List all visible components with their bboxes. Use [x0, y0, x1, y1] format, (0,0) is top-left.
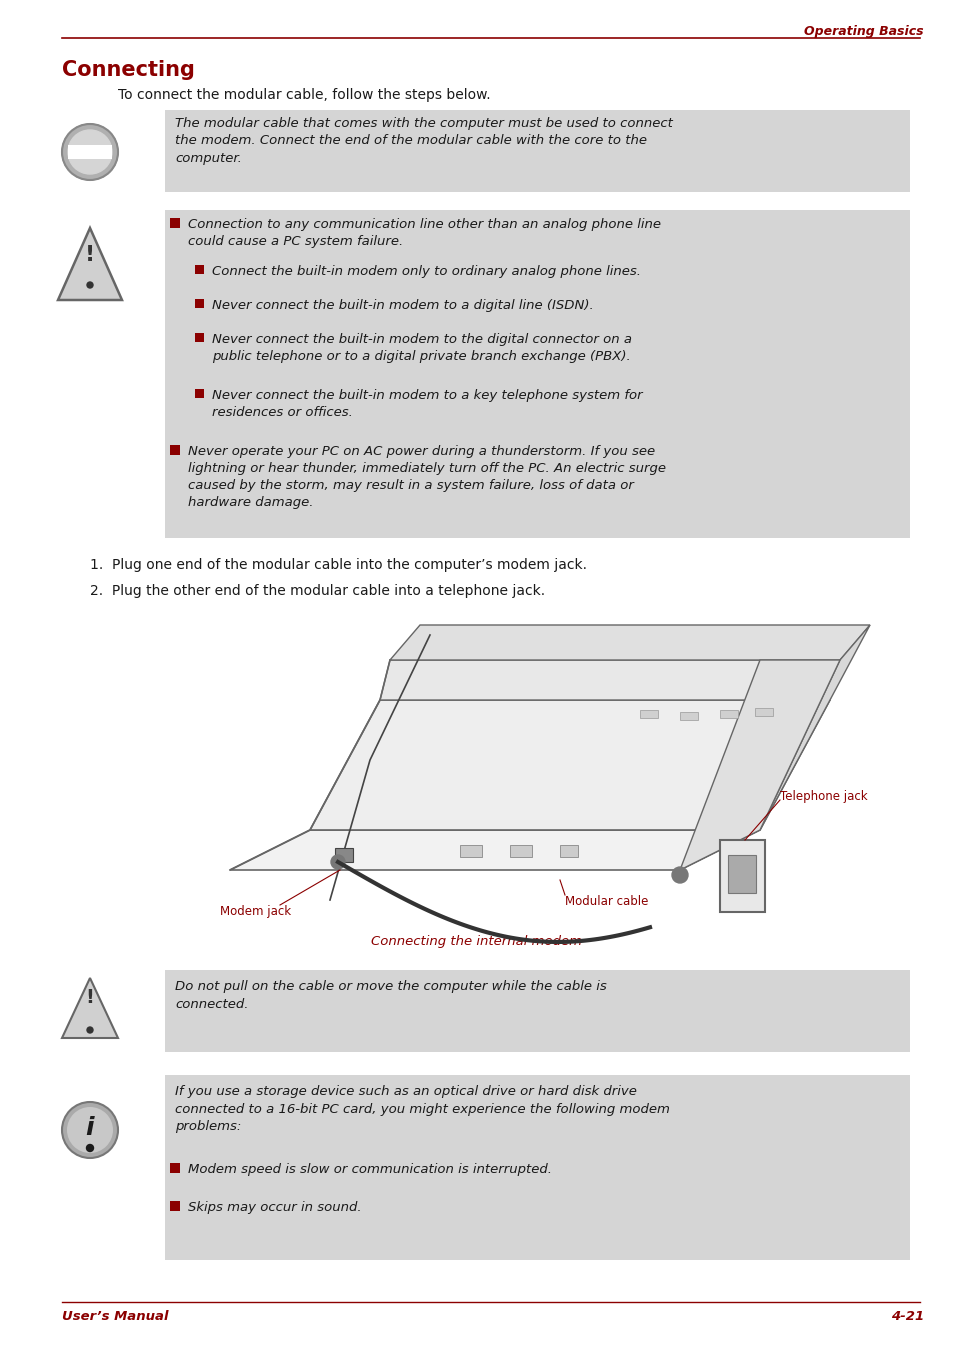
Circle shape — [62, 124, 118, 180]
Polygon shape — [379, 661, 840, 700]
Text: The modular cable that comes with the computer must be used to connect
the modem: The modular cable that comes with the co… — [174, 118, 672, 165]
Text: Modem speed is slow or communication is interrupted.: Modem speed is slow or communication is … — [188, 1163, 552, 1175]
Bar — [194, 265, 204, 274]
Text: Operating Basics: Operating Basics — [803, 26, 923, 38]
Text: !: ! — [86, 988, 94, 1006]
Bar — [165, 970, 909, 1052]
Text: Do not pull on the cable or move the computer while the cable is
connected.: Do not pull on the cable or move the com… — [174, 979, 606, 1011]
Circle shape — [62, 1102, 118, 1158]
Text: 4-21: 4-21 — [890, 1310, 923, 1323]
Text: Connect the built-in modem only to ordinary analog phone lines.: Connect the built-in modem only to ordin… — [212, 265, 640, 278]
Text: Modular cable: Modular cable — [564, 894, 648, 908]
Text: Never connect the built-in modem to a key telephone system for
residences or off: Never connect the built-in modem to a ke… — [212, 389, 642, 419]
Text: User’s Manual: User’s Manual — [62, 1310, 169, 1323]
Text: !: ! — [85, 245, 95, 265]
Circle shape — [331, 855, 345, 869]
Circle shape — [87, 1144, 93, 1151]
Bar — [720, 711, 738, 717]
Text: Connecting: Connecting — [62, 59, 194, 80]
Circle shape — [70, 132, 110, 172]
Bar — [165, 209, 909, 538]
Polygon shape — [230, 830, 760, 870]
Bar — [170, 444, 180, 455]
Circle shape — [87, 1027, 92, 1034]
Bar — [194, 299, 204, 308]
Bar — [510, 844, 532, 857]
Bar — [68, 145, 112, 159]
Circle shape — [67, 1106, 112, 1152]
Bar — [639, 711, 658, 717]
Text: Never connect the built-in modem to a digital line (ISDN).: Never connect the built-in modem to a di… — [212, 299, 593, 312]
Polygon shape — [679, 661, 840, 870]
Bar — [170, 1201, 180, 1210]
Bar — [727, 855, 755, 893]
Text: If you use a storage device such as an optical drive or hard disk drive
connecte: If you use a storage device such as an o… — [174, 1085, 669, 1133]
Text: Telephone jack: Telephone jack — [780, 790, 866, 802]
Bar — [459, 844, 481, 857]
Text: i: i — [86, 1116, 94, 1140]
Circle shape — [68, 130, 112, 174]
Text: Never operate your PC on AC power during a thunderstorm. If you see
lightning or: Never operate your PC on AC power during… — [188, 444, 665, 509]
Bar — [165, 1075, 909, 1260]
Text: Never connect the built-in modem to the digital connector on a
public telephone : Never connect the built-in modem to the … — [212, 332, 631, 363]
Bar — [754, 708, 772, 716]
Bar — [720, 840, 764, 912]
Polygon shape — [58, 228, 122, 300]
Circle shape — [87, 282, 92, 288]
Polygon shape — [390, 626, 869, 661]
Text: Connecting the internal modem: Connecting the internal modem — [371, 935, 582, 948]
Text: To connect the modular cable, follow the steps below.: To connect the modular cable, follow the… — [118, 88, 490, 101]
Text: 1.  Plug one end of the modular cable into the computer’s modem jack.: 1. Plug one end of the modular cable int… — [90, 558, 586, 571]
Text: Modem jack: Modem jack — [220, 905, 291, 917]
Text: Connection to any communication line other than an analog phone line
could cause: Connection to any communication line oth… — [188, 218, 660, 249]
Circle shape — [671, 867, 687, 884]
Bar — [559, 844, 578, 857]
Text: 2.  Plug the other end of the modular cable into a telephone jack.: 2. Plug the other end of the modular cab… — [90, 584, 544, 598]
Bar — [165, 109, 909, 192]
Bar — [194, 389, 204, 399]
Polygon shape — [760, 626, 869, 830]
Bar — [679, 712, 698, 720]
Text: Skips may occur in sound.: Skips may occur in sound. — [188, 1201, 361, 1215]
Bar — [194, 332, 204, 342]
Polygon shape — [62, 978, 118, 1038]
Polygon shape — [310, 700, 829, 830]
Bar — [335, 848, 353, 862]
Bar — [170, 1163, 180, 1173]
Bar — [170, 218, 180, 228]
